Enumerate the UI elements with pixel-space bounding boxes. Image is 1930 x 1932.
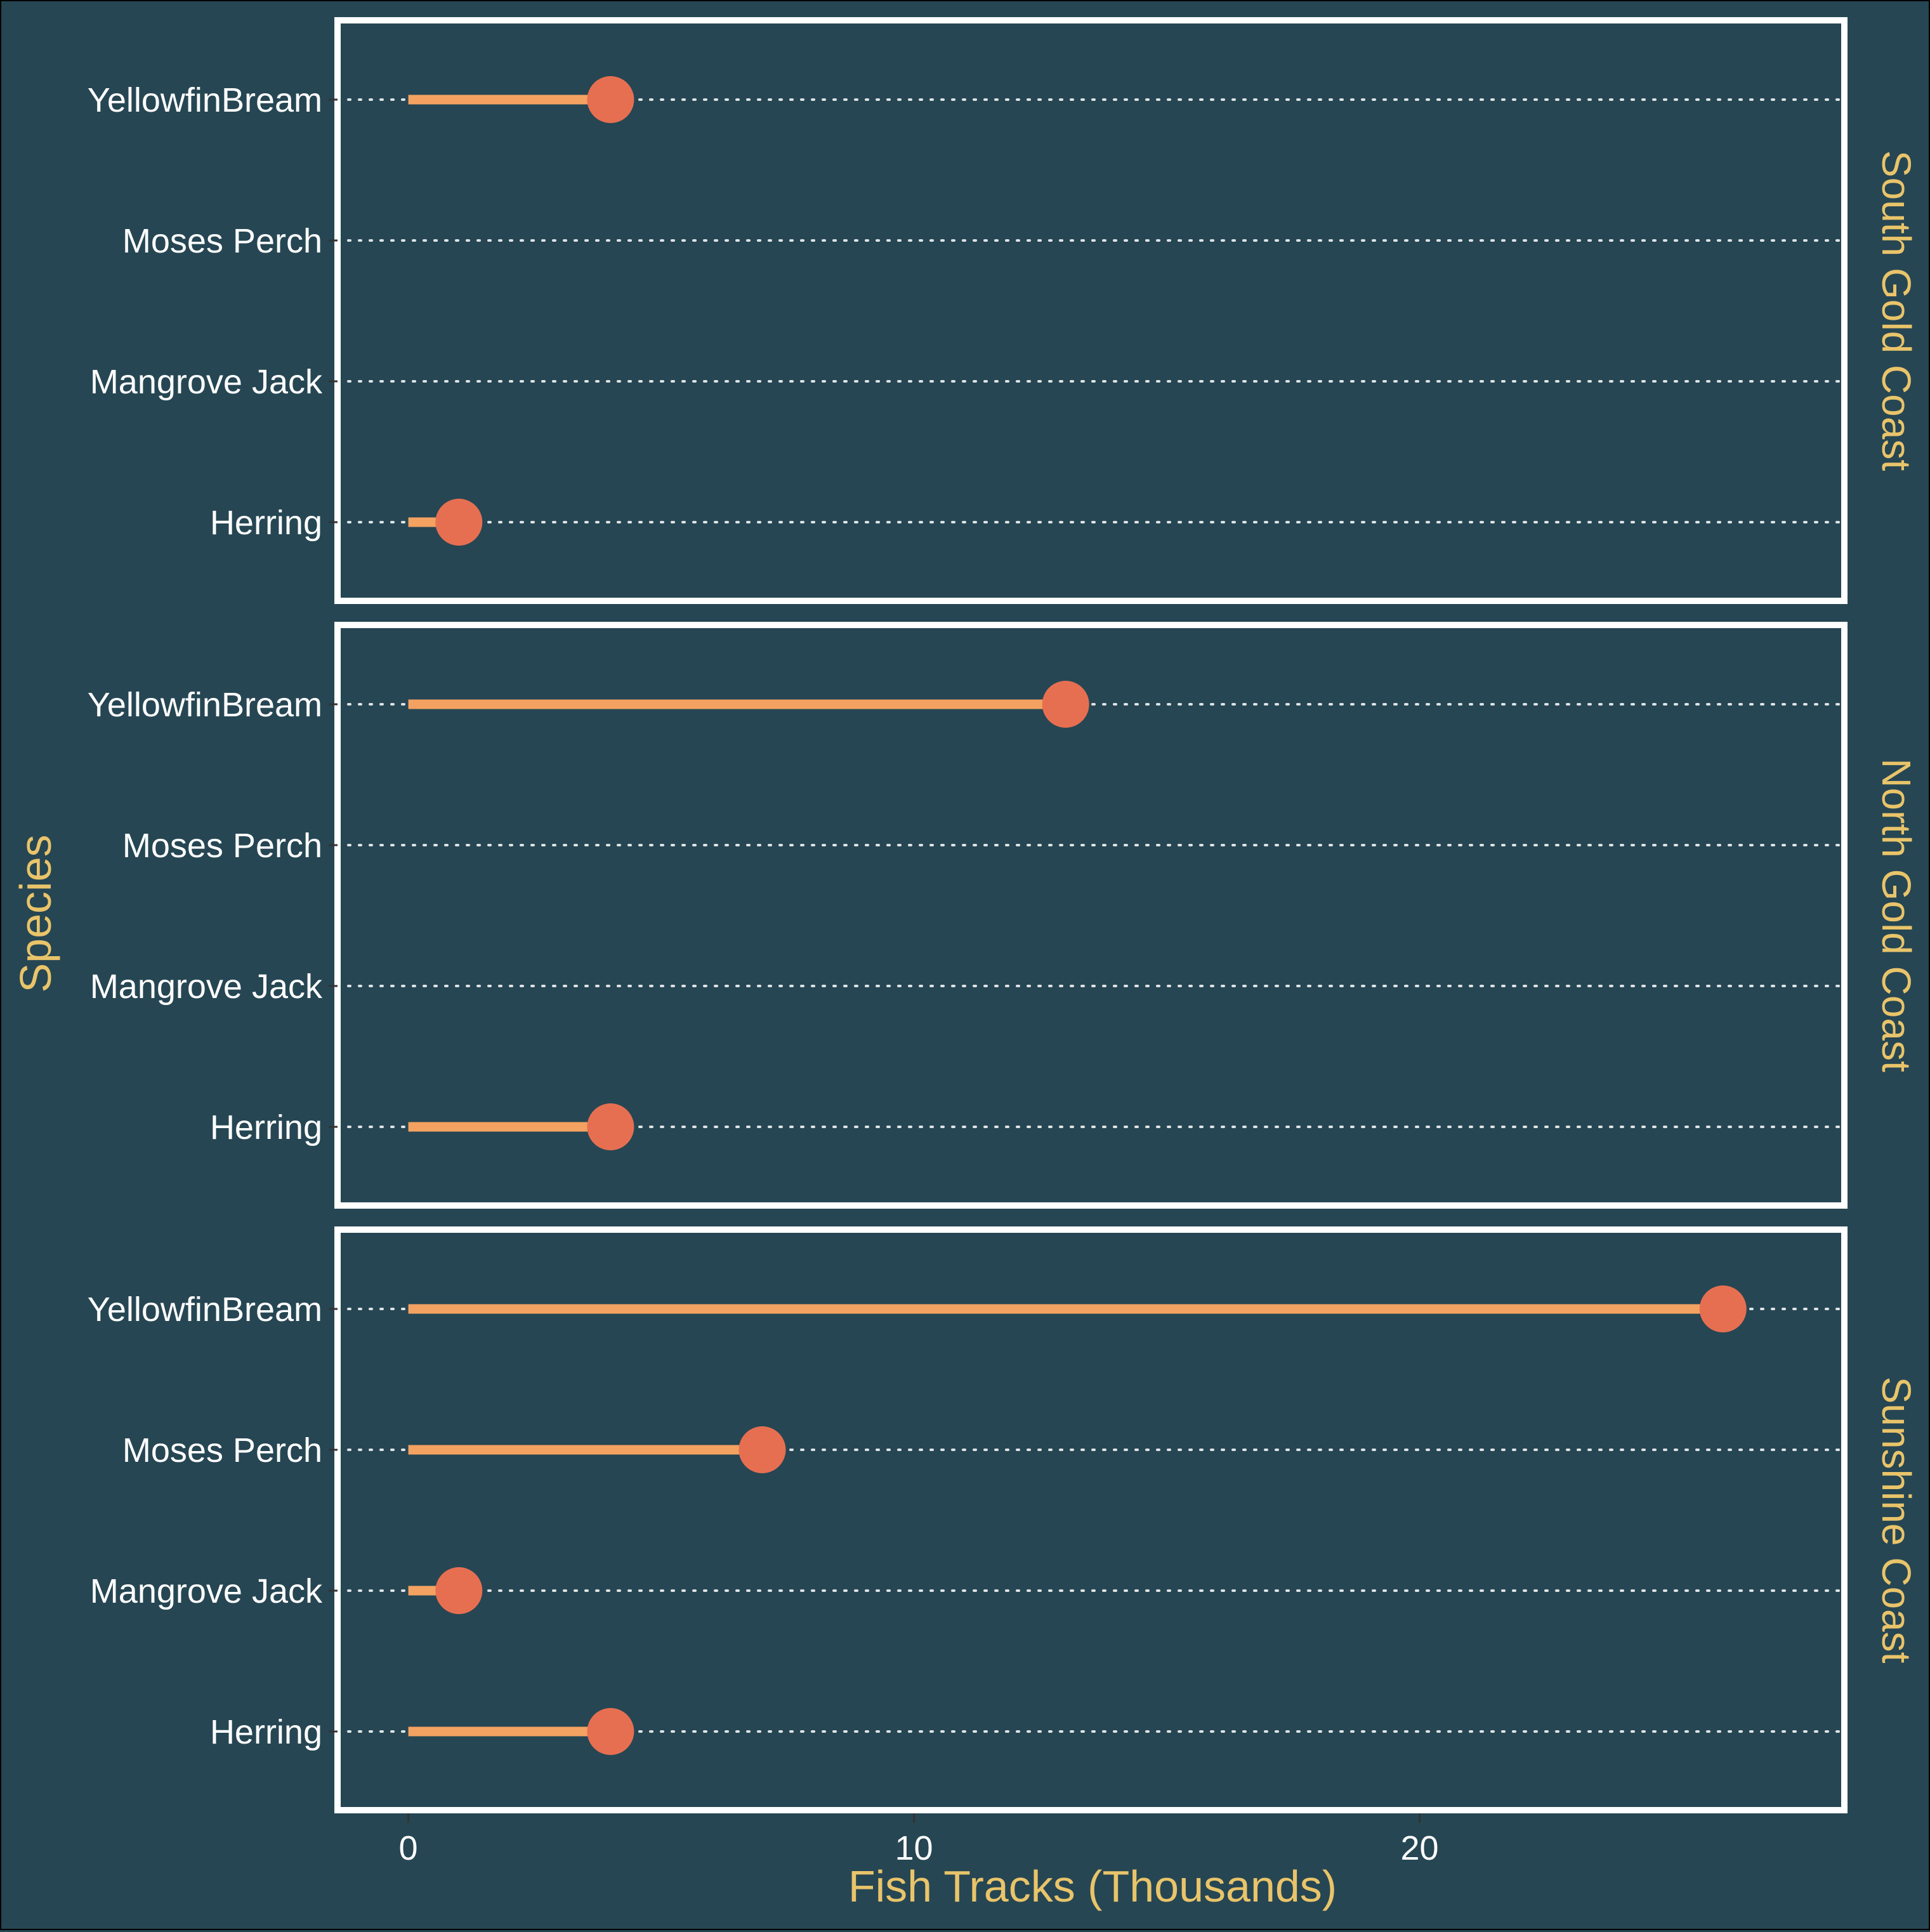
y-tick-label: Herring (210, 504, 322, 542)
x-axis-title: Fish Tracks (Thousands) (848, 1862, 1337, 1911)
panel-border (334, 17, 1848, 604)
lollipop-dot (435, 499, 483, 546)
lollipop-dot (587, 1708, 634, 1755)
facet-strip-label: South Gold Coast (1874, 150, 1919, 471)
y-tick-label: YellowfinBream (88, 686, 322, 724)
lollipop-dot (587, 1103, 634, 1150)
y-tick-label: Mangrove Jack (90, 1572, 323, 1610)
y-tick-label: Herring (210, 1108, 322, 1147)
lollipop-dot (1699, 1285, 1747, 1332)
facet-strip-label: North Gold Coast (1874, 758, 1919, 1072)
facet-panels: YellowfinBream Moses Perch Mangrove Jack He… (88, 17, 1919, 1813)
lollipop-dot (1042, 681, 1089, 728)
facet-strip-label: Sunshine Coast (1874, 1377, 1919, 1664)
y-tick-label: Mangrove Jack (90, 363, 323, 401)
y-tick-label: Moses Perch (122, 1431, 322, 1469)
x-tick-label: 20 (1400, 1829, 1438, 1867)
facet-panel: YellowfinBream Moses Perch Mangrove Jack He… (88, 17, 1919, 604)
y-tick-label: Herring (210, 1713, 322, 1751)
facet-panel: YellowfinBream Moses Perch Mangrove Jack He… (88, 622, 1919, 1209)
y-axis-title: Species (11, 834, 60, 992)
x-axis: 0 10 20 (399, 1813, 1439, 1867)
panel-border (334, 622, 1848, 1209)
lollipop-dot (435, 1567, 483, 1614)
lollipop-dot (587, 76, 634, 123)
y-tick-label: YellowfinBream (88, 81, 322, 119)
lollipop-dot (739, 1426, 786, 1473)
y-tick-label: Moses Perch (122, 827, 322, 865)
y-tick-label: Moses Perch (122, 222, 322, 260)
panel-border (334, 1226, 1848, 1813)
x-tick-label: 0 (399, 1829, 418, 1867)
y-tick-label: YellowfinBream (88, 1291, 322, 1329)
y-tick-label: Mangrove Jack (90, 968, 323, 1006)
x-tick-label: 10 (895, 1829, 933, 1867)
facet-panel: YellowfinBream Moses Perch Mangrove Jack He… (88, 1226, 1919, 1813)
